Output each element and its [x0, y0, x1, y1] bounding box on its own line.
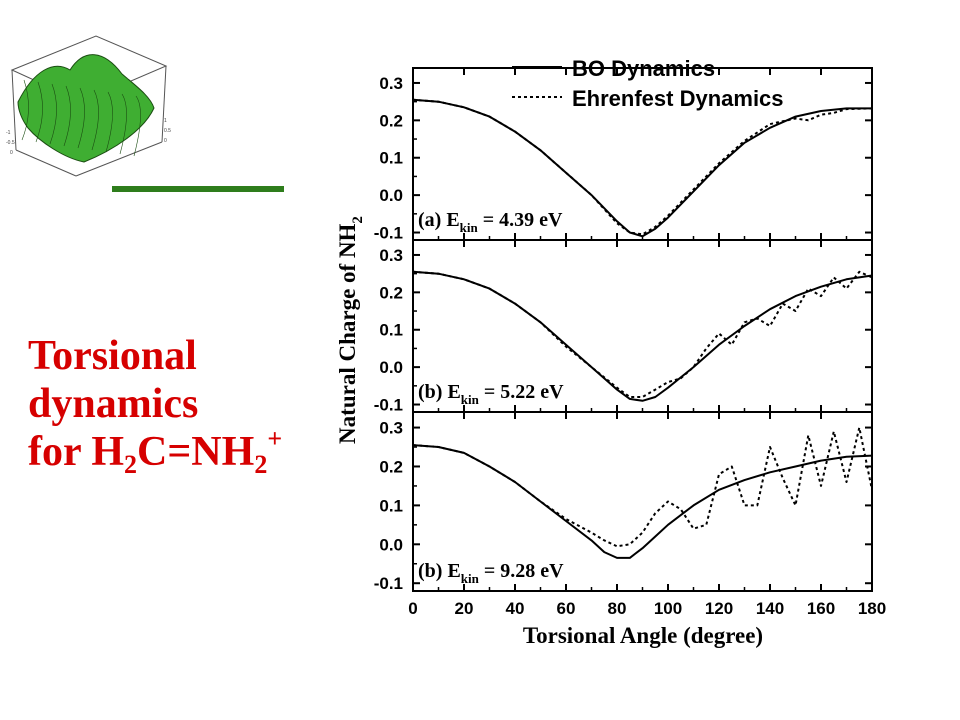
y-tick-label: 0.1 [379, 321, 403, 340]
y-tick-label: 0.0 [379, 535, 403, 554]
panel-label: (b) Ekin = 5.22 eV [418, 381, 564, 407]
svg-text:1: 1 [164, 118, 167, 124]
svg-text:-1: -1 [6, 130, 11, 136]
title-line-2: dynamics [28, 381, 199, 427]
x-axis-label: Torsional Angle (degree) [523, 623, 763, 648]
title-line-3: for H2C=NH2+ [28, 424, 283, 479]
panel-1: 0.3 0.2 0.1 0.0 -0.1 (b) Ekin = 5.22 eV [374, 239, 873, 415]
y-tick-label: 0.0 [379, 186, 403, 205]
svg-text:0: 0 [10, 150, 13, 156]
y-tick-label: -0.1 [374, 396, 403, 415]
title-line-1: Torsional [28, 333, 197, 379]
y-axis-label: Natural Charge of NH [335, 223, 360, 443]
panel-0: 0.3 0.2 0.1 0.0 -0.1 (a) Ekin = 4.39 eV [374, 67, 873, 243]
legend-label-ehrenfest: Ehrenfest Dynamics [572, 86, 784, 111]
surface-mesh-line [49, 83, 57, 145]
series-line-ehrenfest [412, 426, 873, 548]
y-tick-label: 0.1 [379, 149, 403, 168]
chart-legend: BO Dynamics Ehrenfest Dynamics [512, 56, 784, 111]
surface-mesh-line [77, 87, 85, 149]
panel-label: (a) Ekin = 4.39 eV [418, 209, 563, 235]
thumb-ticks: -1 -0.5 0 1 0.5 0 [6, 118, 171, 156]
panel-label: (b) Ekin = 9.28 eV [418, 560, 564, 586]
svg-text:-0.5: -0.5 [6, 140, 15, 146]
x-tick-label: 160 [807, 599, 835, 618]
slide-title: Torsional dynamics for H2C=NH2+ [28, 332, 358, 479]
x-tick-label: 0 [408, 599, 417, 618]
series-line-bo [412, 270, 873, 402]
x-tick-label: 180 [858, 599, 886, 618]
x-tick-label: 120 [705, 599, 733, 618]
y-tick-label: -0.1 [374, 574, 403, 593]
y-tick-label: 0.0 [379, 358, 403, 377]
svg-text:Natural Charge of NH2: Natural Charge of NH2 [335, 216, 366, 444]
y-tick-label: 0.3 [379, 74, 403, 93]
series-line-ehrenfest [412, 270, 873, 398]
series-line-ehrenfest [412, 98, 873, 236]
surface-mesh-line [63, 85, 71, 147]
y-tick-label: 0.3 [379, 246, 403, 265]
surface-mesh-line [119, 93, 127, 155]
accent-divider [112, 186, 284, 192]
surface-mesh-line [133, 95, 141, 157]
svg-text:0.5: 0.5 [164, 128, 171, 134]
potential-surface-thumbnail: -1 -0.5 0 1 0.5 0 [6, 35, 171, 177]
y-tick-label: 0.2 [379, 283, 403, 302]
x-tick-label: 20 [455, 599, 474, 618]
y-axis-label-sub: 2 [350, 216, 366, 224]
panel-2: 0.3 0.2 0.1 0.0 -0.1 (b) Ekin = 9.28 eV [374, 411, 873, 593]
surface-mesh-line [35, 81, 43, 143]
x-tick-label: 100 [654, 599, 682, 618]
x-tick-label: 60 [557, 599, 576, 618]
y-tick-label: 0.2 [379, 457, 403, 476]
panels-layer: 0.3 0.2 0.1 0.0 -0.1 (a) Ekin = 4.39 eV 0.3 0.2… [374, 67, 886, 618]
series-line-bo [412, 444, 873, 559]
series-line-bo [412, 98, 872, 238]
x-tick-label: 140 [756, 599, 784, 618]
y-tick-label: -0.1 [374, 224, 403, 243]
surface-mesh-line [21, 79, 29, 141]
surface-gridlines [21, 79, 141, 157]
surface-mesh-line [105, 91, 113, 153]
surface-mesh [17, 54, 155, 163]
y-tick-label: 0.1 [379, 496, 403, 515]
x-tick-label: 80 [608, 599, 627, 618]
x-tick-label: 40 [506, 599, 525, 618]
svg-text:0: 0 [164, 138, 167, 144]
y-tick-label: 0.2 [379, 111, 403, 130]
surface-mesh-line [91, 89, 99, 151]
y-tick-label: 0.3 [379, 419, 403, 438]
y-axis-label-group: Natural Charge of NH2 [335, 216, 366, 444]
legend-label-bo: BO Dynamics [572, 56, 715, 81]
